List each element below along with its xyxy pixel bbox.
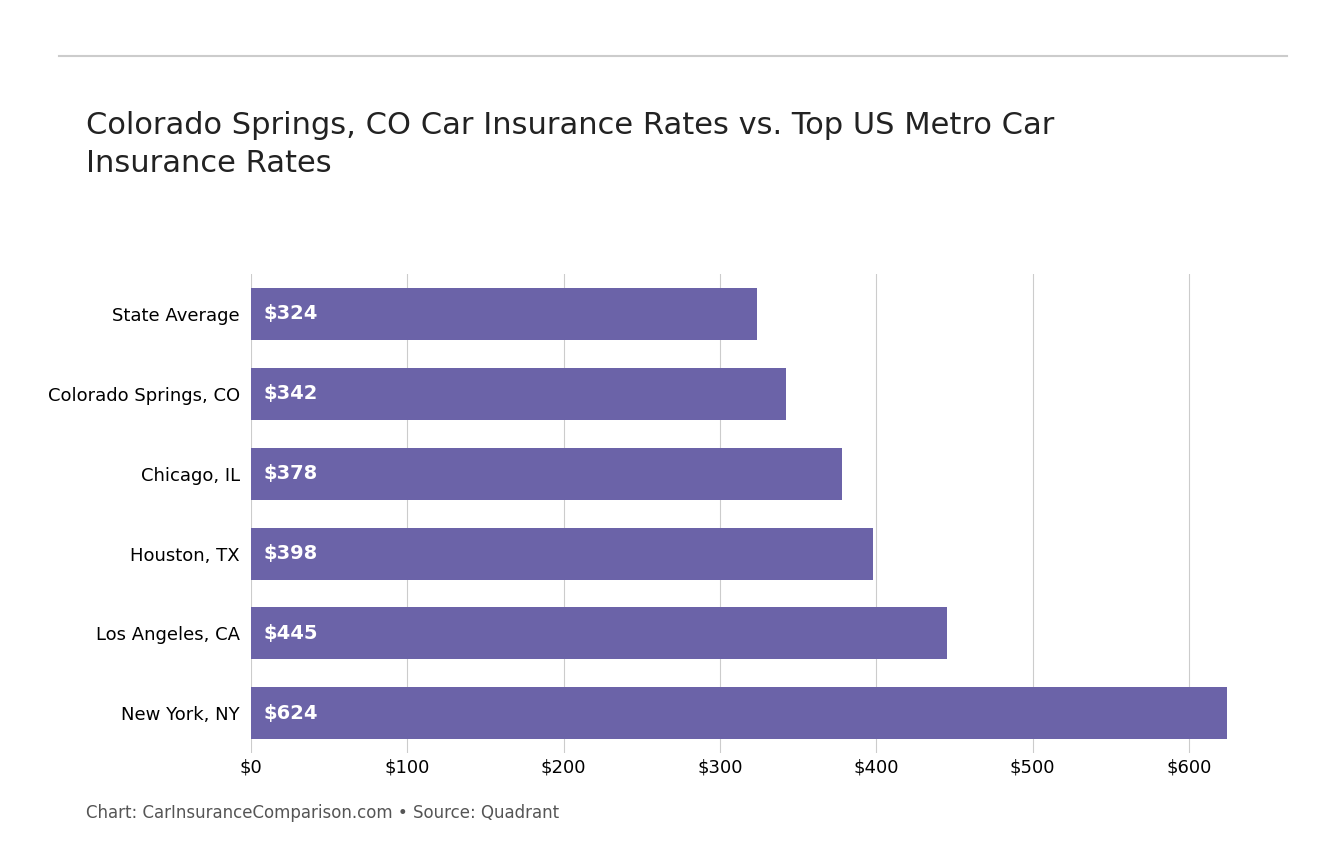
- Text: $445: $445: [263, 624, 318, 643]
- Text: $378: $378: [263, 464, 318, 483]
- Bar: [251, 448, 842, 500]
- Text: $624: $624: [263, 704, 318, 722]
- Text: Chart: CarInsuranceComparison.com • Source: Quadrant: Chart: CarInsuranceComparison.com • Sour…: [86, 804, 558, 822]
- Text: $324: $324: [263, 305, 318, 324]
- Text: Colorado Springs, CO Car Insurance Rates vs. Top US Metro Car
Insurance Rates: Colorado Springs, CO Car Insurance Rates…: [86, 111, 1055, 179]
- Text: $342: $342: [263, 384, 318, 403]
- Bar: [251, 608, 946, 659]
- Bar: [251, 687, 1226, 740]
- Bar: [251, 527, 873, 580]
- Bar: [251, 368, 785, 419]
- Bar: [251, 288, 758, 340]
- Text: $398: $398: [263, 544, 318, 563]
